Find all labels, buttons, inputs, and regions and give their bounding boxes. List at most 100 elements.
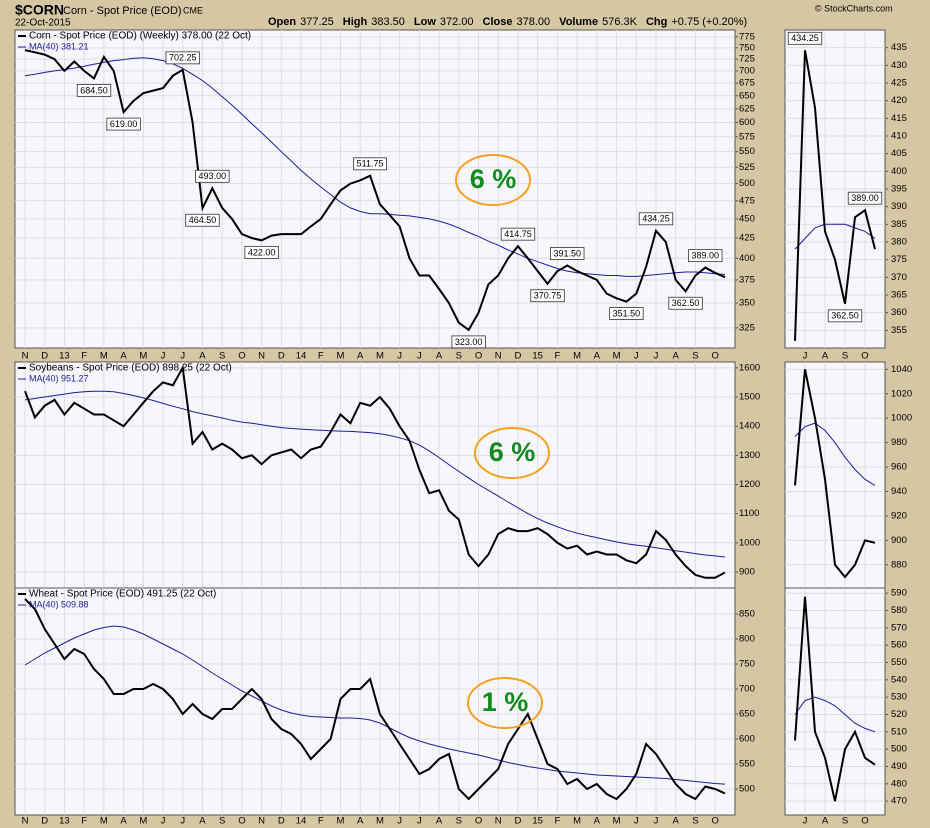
x-tick-label: 15 [532,816,543,827]
value-label-box [530,289,565,303]
value-label: 351.50 [613,308,641,318]
value-label: 422.00 [248,247,276,257]
x-tick-label: J [161,351,166,362]
ma-line [24,57,726,277]
panel: 325 350 375 400 425 450 475 500 525 550 575 600 625 6… [14,29,755,362]
value-label: 391.50 [553,248,581,258]
x-tick-label: S [219,816,225,827]
y-tick-label: 1000 [739,537,760,548]
y-tick-label: 430 [891,60,907,71]
y-tick-label: 365 [891,290,907,301]
y-tick-label: 560 [891,640,907,651]
value-label: 370.75 [534,291,562,301]
y-tick-label: 1100 [739,508,759,519]
x-tick-label: M [139,816,147,827]
panel: 470 480 490 500 510 520 530 540 550 560 570 580 590 J… [784,587,907,827]
stat-value: 372.00 [440,16,474,28]
y-tick-label: 425 [891,78,907,89]
note: 6 % [470,164,517,194]
value-label-box [550,247,585,260]
x-tick-label: S [456,351,462,362]
x-tick-label: S [842,351,848,362]
value-label: 389.00 [851,193,879,203]
legend-label: MA(40) 509.88 [29,599,89,609]
y-tick-label: 375 [739,274,755,285]
x-tick-label: O [861,816,868,827]
y-tick-label: 520 [891,709,907,720]
y-tick-label: 500 [739,784,755,795]
x-tick-label: A [673,351,680,362]
x-tick-label: O [861,351,868,362]
y-tick-label: 1600 [739,362,760,373]
y-tick-label: 590 [891,588,907,599]
y-tick-label: 700 [739,684,755,695]
price-line [24,364,726,579]
y-tick-label: 750 [739,659,755,670]
x-tick-label: O [475,816,482,827]
x-tick-label: O [238,816,245,827]
exchange: CME [183,5,203,15]
y-tick-label: 1200 [739,479,760,490]
y-tick-label: 1000 [891,413,912,424]
x-tick-label: O [711,816,718,827]
stat-label: Chg [646,16,667,28]
x-tick-label: A [594,351,601,362]
x-tick-label: J [634,816,639,827]
y-tick-label: 490 [891,761,907,772]
x-tick-label: M [613,816,621,827]
x-tick-label: D [278,816,285,827]
value-label: 511.75 [357,159,384,169]
stat-label: High [343,16,368,28]
x-tick-label: 14 [296,351,307,362]
x-tick-label: J [417,816,422,827]
y-tick-label: 350 [739,298,755,309]
note-circle [467,677,543,729]
y-tick-label: 750 [739,42,755,53]
note: 6 % [489,437,536,467]
price-line [794,369,876,579]
stat-value: 383.50 [371,16,405,28]
value-label-box [668,296,703,310]
x-tick-label: N [22,351,29,362]
panel: 900 1000 1100 1200 1300 1400 1500 1600 Soybeans … [14,361,760,589]
ma-line [794,696,876,733]
value-label-box [165,51,200,65]
x-tick-label: N [22,816,29,827]
y-tick-label: 1400 [739,421,760,432]
x-tick-label: A [673,816,680,827]
x-tick-label: J [180,816,185,827]
y-tick-label: 360 [891,307,907,318]
value-label-box [500,227,536,241]
price-line [794,50,876,341]
y-tick-label: 525 [739,162,755,173]
plot-area [14,361,736,589]
value-label-box [76,84,112,97]
x-tick-label: J [803,816,808,827]
y-tick-label: 550 [739,759,755,770]
stat-label: Close [483,16,513,28]
y-tick-label: 510 [891,726,907,737]
x-tick-label: J [397,816,402,827]
y-tick-label: 450 [739,213,755,224]
value-label: 389.00 [692,251,720,261]
value-label: 414.75 [504,229,532,239]
x-tick-label: F [81,351,87,362]
x-tick-label: J [397,351,402,362]
x-tick-label: J [654,351,659,362]
y-tick-label: 625 [739,103,755,114]
value-label: 434.25 [642,214,670,224]
y-tick-label: 675 [739,78,755,89]
y-tick-label: 775 [739,31,755,42]
note: 1 % [482,687,529,717]
x-tick-label: A [199,351,206,362]
legend-label: Wheat - Spot Price (EOD) 491.25 (22 Oct) [29,589,216,600]
x-tick-label: D [515,351,522,362]
x-tick-label: D [41,351,48,362]
x-tick-label: J [654,816,659,827]
y-tick-label: 370 [891,272,907,283]
y-tick-label: 600 [739,117,755,128]
x-tick-label: N [495,816,502,827]
stat-value: +0.75 (+0.20%) [671,16,747,28]
stat-label: Low [414,16,436,28]
value-label: 619.00 [110,119,138,129]
